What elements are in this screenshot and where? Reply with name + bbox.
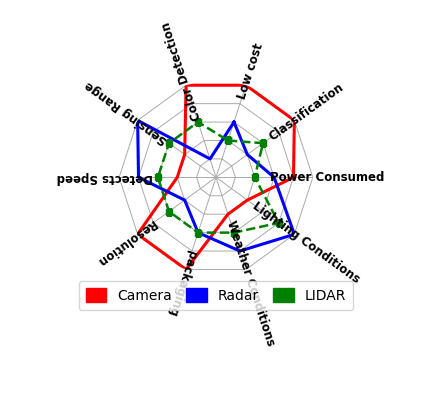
Text: Sensing Range: Sensing Range — [82, 78, 170, 146]
Text: Lighting Conditions: Lighting Conditions — [250, 200, 362, 286]
Text: Low cost: Low cost — [235, 42, 265, 101]
Text: Classification: Classification — [266, 80, 346, 143]
Text: Resolution: Resolution — [93, 217, 158, 269]
Text: Weather Conditions: Weather Conditions — [224, 219, 277, 348]
Legend: Camera, Radar, LIDAR: Camera, Radar, LIDAR — [78, 281, 353, 310]
Text: Detects Speed: Detects Speed — [56, 171, 153, 184]
Text: packaging: packaging — [165, 249, 198, 318]
Text: Color Detection: Color Detection — [160, 20, 204, 122]
Text: Power Consumed: Power Consumed — [270, 171, 385, 184]
